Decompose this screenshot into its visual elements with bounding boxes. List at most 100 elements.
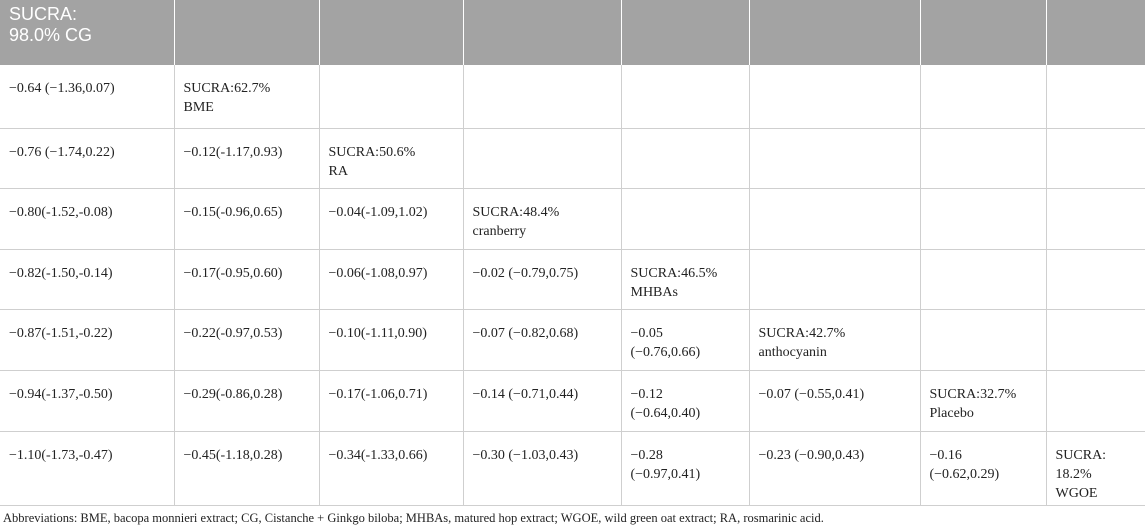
cell-text-line: −0.23 (−0.90,0.43) <box>758 448 865 464</box>
cell-text-line: SUCRA:50.6% <box>328 145 416 161</box>
cell-text-line: Placebo <box>929 405 974 421</box>
cell-text-line: −0.16 <box>929 448 962 464</box>
comparison-cell: −0.14 (−0.71,0.44) <box>462 370 621 433</box>
comparison-cell: −0.04(-1.09,1.02) <box>318 188 463 251</box>
header-row: SUCRA: 98.0% CG <box>0 0 1145 66</box>
comparison-cell: −1.10(-1.73,-0.47) <box>0 431 174 506</box>
comparison-cell <box>620 128 749 189</box>
cell-text-line: SUCRA: <box>1055 448 1107 464</box>
abbreviations-footnote: Abbreviations: BME, bacopa monnieri extr… <box>3 511 824 525</box>
diagonal-sucra-cell: SUCRA:62.7% BME <box>173 65 319 130</box>
cell-text-line: −0.82(-1.50,-0.14) <box>9 266 113 282</box>
comparison-cell <box>462 65 621 130</box>
cell-text-line: SUCRA:62.7% <box>183 81 271 97</box>
comparison-cell: −0.28 (−0.97,0.41) <box>620 431 749 506</box>
cell-text-line: −0.76 (−1.74,0.22) <box>9 145 115 161</box>
cell-text-line: −0.07 (−0.82,0.68) <box>472 325 579 341</box>
comparison-cell: −0.17(-1.06,0.71) <box>318 370 463 433</box>
cell-text-line: −0.28 <box>630 448 663 464</box>
comparison-cell <box>919 309 1046 371</box>
cell-text-line: cranberry <box>472 223 527 239</box>
table-row: −0.64 (−1.36,0.07) SUCRA:62.7% BME <box>0 65 1145 130</box>
table-row: −0.94(-1.37,-0.50) −0.29(-0.86,0.28) −0.17… <box>0 370 1145 433</box>
table-row: −0.82(-1.50,-0.14) −0.17(-0.95,0.60) −0.06… <box>0 249 1145 310</box>
comparison-cell: −0.07 (−0.82,0.68) <box>462 309 621 371</box>
comparison-cell <box>1045 65 1145 130</box>
cell-text-line: −0.87(-1.51,-0.22) <box>9 325 113 341</box>
cell-text-line: −0.12(-1.17,0.93) <box>183 145 283 161</box>
header-cell <box>173 0 319 66</box>
header-line-1: SUCRA: <box>9 4 78 24</box>
comparison-cell <box>620 188 749 251</box>
comparison-cell: −0.80(-1.52,-0.08) <box>0 188 174 251</box>
comparison-cell: −0.94(-1.37,-0.50) <box>0 370 174 433</box>
diagonal-sucra-cell: SUCRA:42.7% anthocyanin <box>748 309 920 371</box>
header-cell <box>919 0 1046 66</box>
cell-text-line: −0.15(-0.96,0.65) <box>183 204 283 220</box>
comparison-cell: −0.10(-1.11,0.90) <box>318 309 463 371</box>
diagonal-sucra-cell: SUCRA:50.6% RA <box>318 128 463 189</box>
comparison-cell: −0.64 (−1.36,0.07) <box>0 65 174 130</box>
cell-text-line: anthocyanin <box>758 344 827 360</box>
comparison-cell: −0.12 (−0.64,0.40) <box>620 370 749 433</box>
cell-text-line: −0.12 <box>630 386 663 402</box>
comparison-cell: −0.76 (−1.74,0.22) <box>0 128 174 189</box>
header-cell <box>462 0 621 66</box>
cell-text-line: (−0.62,0.29) <box>929 467 1000 483</box>
cell-text-line: BME <box>183 100 214 116</box>
comparison-cell <box>748 249 920 310</box>
cell-text-line: −0.05 <box>630 325 663 341</box>
comparison-cell: −0.30 (−1.03,0.43) <box>462 431 621 506</box>
comparison-cell <box>748 128 920 189</box>
comparison-cell: −0.22(-0.97,0.53) <box>173 309 319 371</box>
comparison-cell <box>919 128 1046 189</box>
cell-text-line: −0.17(-1.06,0.71) <box>328 386 428 402</box>
header-cell <box>1045 0 1145 66</box>
cell-text-line: −0.17(-0.95,0.60) <box>183 266 283 282</box>
comparison-cell <box>748 188 920 251</box>
cell-text-line: (−0.64,0.40) <box>630 405 701 421</box>
comparison-cell: −0.15(-0.96,0.65) <box>173 188 319 251</box>
header-cell <box>620 0 749 66</box>
cell-text-line: −0.94(-1.37,-0.50) <box>9 386 113 402</box>
comparison-cell <box>1045 309 1145 371</box>
table-row: −0.87(-1.51,-0.22) −0.22(-0.97,0.53) −0.10… <box>0 309 1145 371</box>
table-body: SUCRA: 98.0% CG −0.64 (−1.36,0.07) SUCRA:… <box>0 0 1145 506</box>
comparison-cell: −0.29(-0.86,0.28) <box>173 370 319 433</box>
diagonal-sucra-cell: SUCRA:32.7% Placebo <box>919 370 1046 433</box>
comparison-cell: −0.12(-1.17,0.93) <box>173 128 319 189</box>
cell-text-line: −0.80(-1.52,-0.08) <box>9 204 113 220</box>
cell-text-line: RA <box>328 164 348 180</box>
diagonal-sucra-cell: SUCRA:48.4% cranberry <box>462 188 621 251</box>
cell-text-line: −0.64 (−1.36,0.07) <box>9 81 115 97</box>
comparison-cell: −0.17(-0.95,0.60) <box>173 249 319 310</box>
cell-text-line: MHBAs <box>630 285 678 301</box>
cell-text-line: −0.02 (−0.79,0.75) <box>472 266 579 282</box>
table-row: −0.76 (−1.74,0.22) −0.12(-1.17,0.93) SUCRA… <box>0 128 1145 189</box>
comparison-cell <box>919 188 1046 251</box>
cell-text-line: −0.45(-1.18,0.28) <box>183 448 283 464</box>
cell-text-line: −0.29(-0.86,0.28) <box>183 386 283 402</box>
comparison-cell <box>919 249 1046 310</box>
comparison-cell: −0.34(-1.33,0.66) <box>318 431 463 506</box>
league-table: SUCRA: 98.0% CG −0.64 (−1.36,0.07) SUCRA:… <box>0 0 1145 506</box>
comparison-cell <box>318 65 463 130</box>
header-cell <box>748 0 920 66</box>
comparison-cell: −0.16 (−0.62,0.29) <box>919 431 1046 506</box>
comparison-cell <box>1045 249 1145 310</box>
cell-text-line: −1.10(-1.73,-0.47) <box>9 448 113 464</box>
header-line-2: 98.0% CG <box>9 25 93 45</box>
cell-text-line: (−0.76,0.66) <box>630 344 701 360</box>
comparison-cell <box>748 65 920 130</box>
comparison-cell: −0.82(-1.50,-0.14) <box>0 249 174 310</box>
cell-text-line: (−0.97,0.41) <box>630 467 701 483</box>
diagonal-sucra-cell: SUCRA:46.5% MHBAs <box>620 249 749 310</box>
cell-text-line: −0.22(-0.97,0.53) <box>183 325 283 341</box>
cell-text-line: SUCRA:48.4% <box>472 204 560 220</box>
cell-text-line: WGOE <box>1055 486 1098 502</box>
comparison-cell: −0.87(-1.51,-0.22) <box>0 309 174 371</box>
cell-text-line: −0.04(-1.09,1.02) <box>328 204 428 220</box>
table-row: −1.10(-1.73,-0.47) −0.45(-1.18,0.28) −0.34… <box>0 431 1145 506</box>
cell-text-line: SUCRA:32.7% <box>929 386 1017 402</box>
header-cell-cg: SUCRA: 98.0% CG <box>0 0 174 66</box>
